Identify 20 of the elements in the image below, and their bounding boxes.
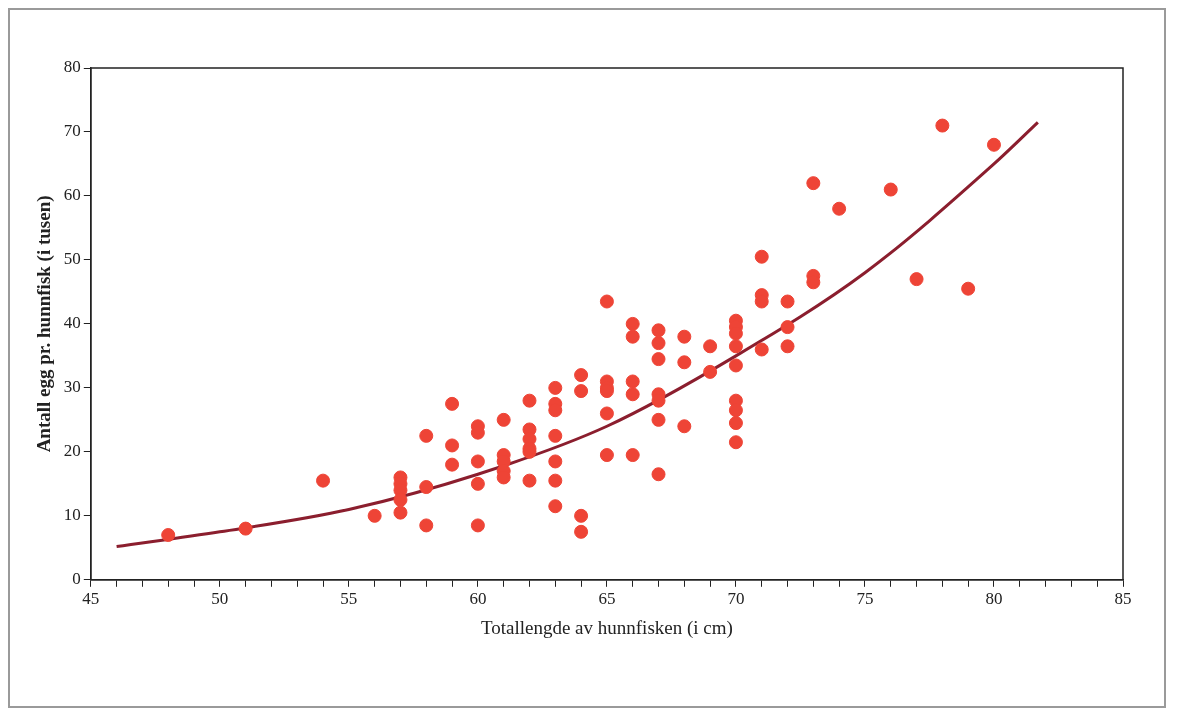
y-tick-label: 10 bbox=[63, 505, 81, 525]
y-tick-label: 30 bbox=[63, 377, 81, 397]
x-tick-label: 55 bbox=[340, 589, 358, 609]
y-tick-label: 0 bbox=[72, 569, 81, 589]
y-axis-title: Antall egg pr. hunnfisk (i tusen) bbox=[33, 195, 56, 453]
x-tick-label: 65 bbox=[598, 589, 616, 609]
y-tick-label: 50 bbox=[63, 249, 81, 269]
x-tick-label: 75 bbox=[856, 589, 874, 609]
x-tick-label: 70 bbox=[727, 589, 745, 609]
y-tick-label: 40 bbox=[63, 313, 81, 333]
x-tick-label: 85 bbox=[1114, 589, 1132, 609]
y-tick-label: 20 bbox=[63, 441, 81, 461]
y-tick-label: 60 bbox=[63, 185, 81, 205]
x-axis-title: Totallengde av hunnfisken (i cm) bbox=[480, 616, 733, 639]
y-tick-label: 70 bbox=[63, 121, 81, 141]
y-tick-label: 80 bbox=[63, 57, 81, 77]
x-tick-label: 60 bbox=[469, 589, 487, 609]
x-tick-label: 45 bbox=[82, 589, 100, 609]
x-tick-label: 80 bbox=[985, 589, 1003, 609]
x-tick-label: 50 bbox=[211, 589, 229, 609]
